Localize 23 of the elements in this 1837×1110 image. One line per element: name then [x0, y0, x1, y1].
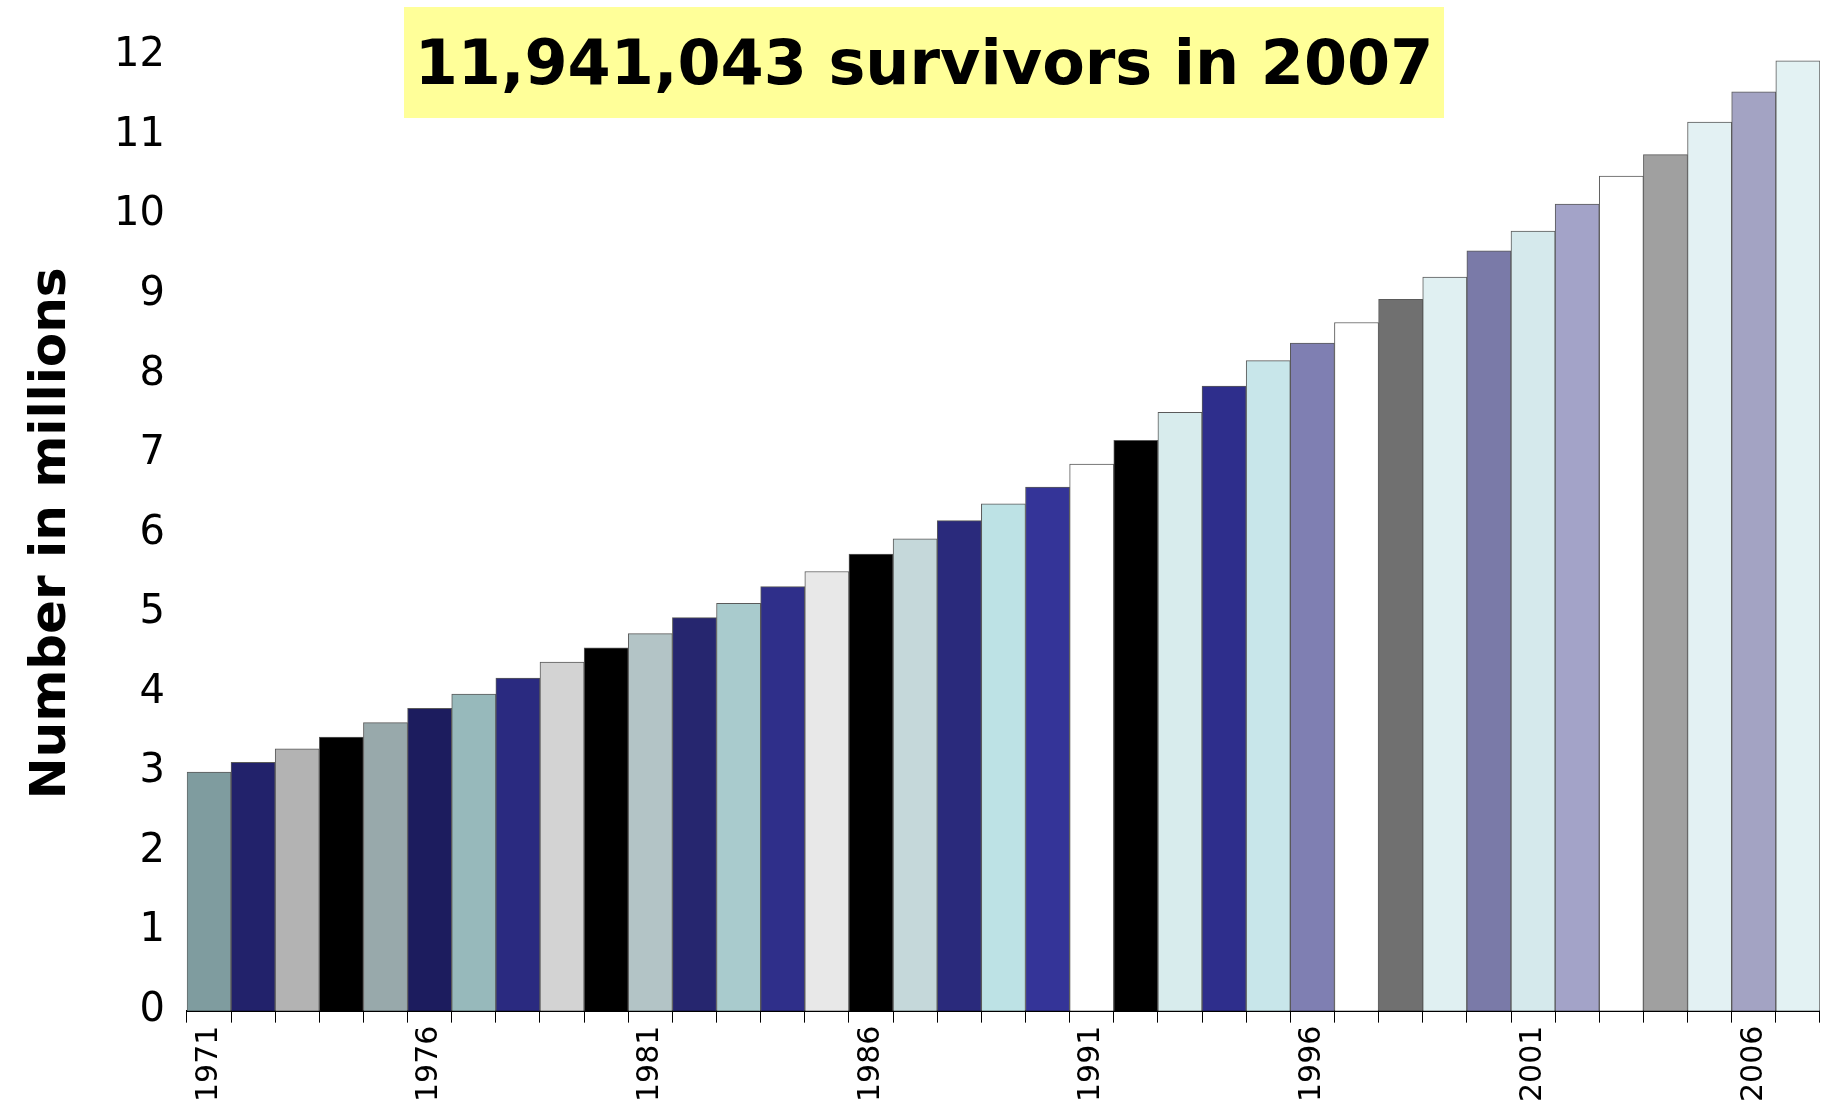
x-tick-label: 2006 — [1733, 1025, 1769, 1103]
y-axis-title: Number in millions — [18, 267, 77, 800]
y-tick-label: 3 — [139, 745, 165, 792]
x-tick-label: 2001 — [1512, 1025, 1548, 1103]
x-tick-label: 1986 — [850, 1025, 886, 1103]
x-tick-label: 1981 — [630, 1025, 666, 1103]
y-tick-label: 2 — [139, 824, 165, 871]
chart-title: 11,941,043 survivors in 2007 — [404, 7, 1444, 118]
y-tick-label: 11 — [113, 108, 165, 155]
y-tick-label: 0 — [139, 984, 165, 1031]
x-tick-label: 1971 — [188, 1025, 224, 1103]
y-tick-label: 9 — [139, 268, 165, 315]
y-tick-label: 5 — [139, 586, 165, 633]
y-tick-label: 1 — [139, 904, 165, 951]
y-tick-label: 10 — [113, 188, 165, 235]
x-tick-label: 1991 — [1071, 1025, 1107, 1103]
x-tick-label: 1996 — [1292, 1025, 1328, 1103]
y-tick-label: 6 — [139, 506, 165, 553]
y-tick-label: 8 — [139, 347, 165, 394]
y-tick-label: 12 — [113, 29, 165, 76]
y-tick-label: 7 — [139, 427, 165, 474]
y-tick-label: 4 — [139, 665, 165, 712]
x-tick-label: 1976 — [409, 1025, 445, 1103]
